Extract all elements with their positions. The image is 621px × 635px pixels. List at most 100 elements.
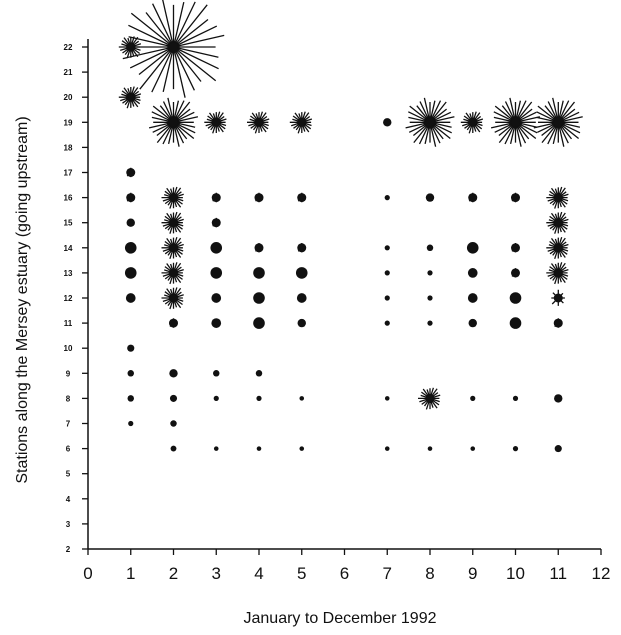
data-point <box>296 293 307 303</box>
y-tick-label: 15 <box>64 219 73 228</box>
data-point <box>161 186 184 209</box>
data-point <box>161 287 184 310</box>
data-point <box>127 370 134 377</box>
data-point <box>384 446 390 451</box>
data-point <box>468 192 478 203</box>
data-point <box>297 192 307 203</box>
x-tick-label: 2 <box>169 564 178 583</box>
data-point <box>509 317 522 329</box>
data-point <box>211 293 222 303</box>
data-point <box>546 262 569 285</box>
y-tick-label: 8 <box>66 394 71 403</box>
data-point <box>210 267 223 279</box>
data-point <box>418 387 441 410</box>
x-tick-label: 5 <box>297 564 306 583</box>
data-point <box>554 394 563 403</box>
x-tick-label: 10 <box>506 564 525 583</box>
data-point <box>210 242 223 254</box>
data-point <box>253 317 265 329</box>
y-tick-label: 20 <box>64 93 73 102</box>
data-point <box>512 395 519 401</box>
data-point <box>254 243 264 253</box>
data-point <box>467 293 478 303</box>
y-tick-label: 18 <box>64 143 73 152</box>
y-tick-label: 11 <box>64 319 73 328</box>
data-point <box>511 268 520 278</box>
data-point <box>126 167 136 178</box>
data-point <box>427 295 433 301</box>
data-point <box>297 243 307 253</box>
data-point <box>127 344 135 352</box>
data-point <box>546 186 569 209</box>
data-point <box>297 318 306 328</box>
y-tick-label: 3 <box>66 520 71 529</box>
data-point <box>384 195 390 201</box>
data-point <box>125 293 136 303</box>
x-tick-label: 0 <box>83 564 92 583</box>
data-point <box>546 237 569 260</box>
data-point <box>299 446 305 451</box>
data-point <box>384 245 390 251</box>
data-point <box>554 445 562 453</box>
data-point <box>204 111 227 134</box>
y-tick-label: 6 <box>66 445 71 454</box>
x-tick-label: 8 <box>425 564 434 583</box>
data-point <box>384 320 390 326</box>
data-point <box>470 446 476 451</box>
y-tick-label: 13 <box>64 269 73 278</box>
data-point <box>295 267 308 279</box>
data-point <box>148 97 199 147</box>
data-point <box>161 262 184 285</box>
x-tick-label: 4 <box>254 564 263 583</box>
data-point <box>289 111 313 134</box>
data-point <box>551 289 565 306</box>
data-point <box>509 292 522 304</box>
data-point <box>128 420 134 427</box>
y-tick-label: 2 <box>66 545 71 554</box>
data-point <box>213 446 219 451</box>
data-point <box>533 97 583 147</box>
data-point <box>253 267 265 279</box>
data-point <box>256 446 262 451</box>
data-point <box>213 370 220 377</box>
data-point <box>126 218 135 227</box>
data-point <box>384 396 390 401</box>
data-point <box>383 118 392 127</box>
x-tick-label: 6 <box>340 564 349 583</box>
data-point <box>170 445 177 452</box>
data-point <box>211 318 222 328</box>
data-point <box>460 111 484 134</box>
data-point <box>553 318 563 328</box>
data-point <box>427 270 433 276</box>
data-point <box>466 242 479 254</box>
data-point <box>169 318 178 328</box>
data-points <box>118 0 583 453</box>
data-point <box>405 97 455 147</box>
data-point <box>427 446 433 451</box>
x-tick-label: 3 <box>212 564 221 583</box>
x-axis-label: January to December 1992 <box>244 610 437 627</box>
data-point <box>490 97 541 147</box>
data-point <box>254 192 264 203</box>
y-axis-ticks: 2 3 4 5 6 7 8 9 10 11 12 13 14 15 16 17 18 19 20 21 22 <box>64 43 88 554</box>
data-point <box>213 395 219 401</box>
y-tick-label: 7 <box>66 420 71 429</box>
data-point <box>384 295 390 301</box>
data-point <box>467 268 478 278</box>
x-tick-label: 11 <box>549 564 567 583</box>
data-point <box>126 192 136 203</box>
y-tick-label: 17 <box>64 169 73 178</box>
y-tick-label: 14 <box>64 244 73 253</box>
data-point <box>211 192 221 203</box>
data-point <box>124 242 137 254</box>
data-point <box>122 0 225 98</box>
y-tick-label: 5 <box>66 470 71 479</box>
data-point <box>161 237 184 260</box>
y-tick-label: 9 <box>66 369 71 378</box>
data-point <box>427 320 433 326</box>
y-tick-label: 12 <box>64 294 73 303</box>
data-point <box>127 395 134 402</box>
data-point <box>247 111 270 134</box>
data-point <box>470 395 476 401</box>
data-point <box>169 394 178 402</box>
